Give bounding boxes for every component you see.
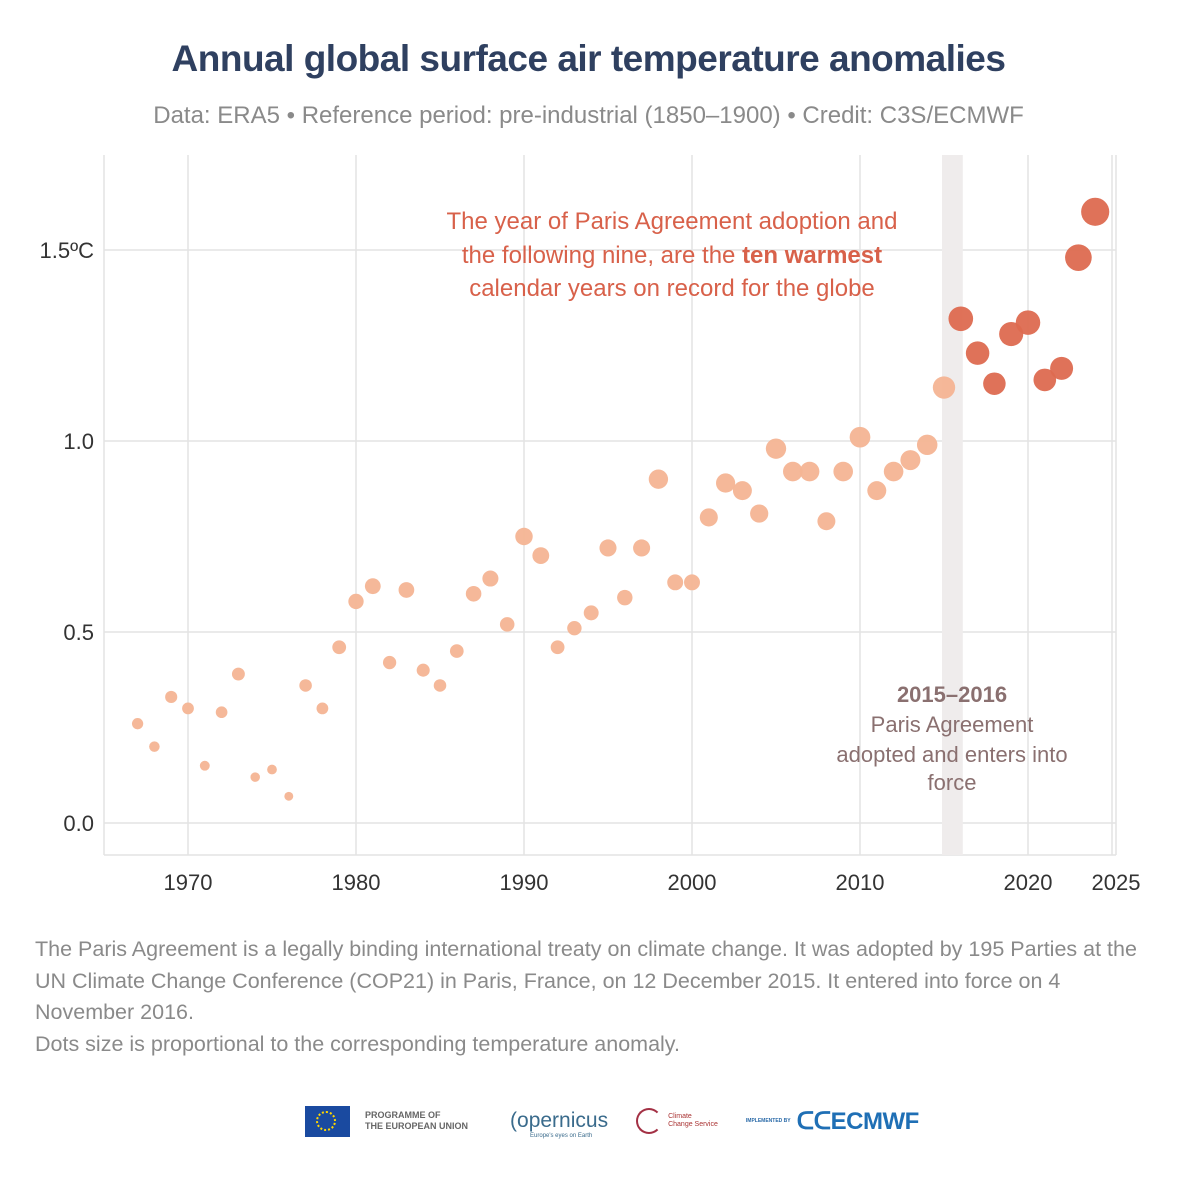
data-point-2014 xyxy=(916,434,938,456)
data-point-1974 xyxy=(250,772,260,782)
y-tick-label: 0.0 xyxy=(63,811,94,836)
x-tick-label: 1990 xyxy=(500,870,549,895)
data-point-1973 xyxy=(231,667,245,681)
data-point-2023 xyxy=(1065,244,1092,271)
data-point-1972 xyxy=(215,706,228,719)
data-point-1993 xyxy=(567,620,582,636)
data-point-1999 xyxy=(667,574,684,591)
data-point-1991 xyxy=(532,547,550,565)
data-point-1980 xyxy=(348,593,364,610)
data-points xyxy=(131,197,1110,801)
annotation-line-1: The year of Paris Agreement adoption and xyxy=(447,208,898,235)
data-point-2002 xyxy=(715,473,736,493)
copernicus-logo: (opernicus Europe's eyes on Earth xyxy=(510,1109,609,1139)
data-point-1983 xyxy=(398,582,415,598)
x-tick-label: 2000 xyxy=(668,870,717,895)
data-point-1977 xyxy=(299,679,312,692)
data-point-2017 xyxy=(965,341,990,365)
data-point-1979 xyxy=(332,640,347,655)
data-point-2001 xyxy=(699,508,718,527)
data-point-2004 xyxy=(750,504,769,523)
data-point-2003 xyxy=(732,481,752,501)
data-point-2013 xyxy=(900,450,921,471)
band-label-line-3: force xyxy=(928,770,977,795)
data-point-1985 xyxy=(433,679,447,692)
data-point-1978 xyxy=(316,702,329,715)
data-point-1994 xyxy=(583,605,599,621)
data-point-2007 xyxy=(799,461,820,482)
ecmwf-logo: ᑕᑕECMWF xyxy=(796,1107,920,1135)
data-point-2018 xyxy=(983,372,1006,395)
scatter-chart: 0.0 0.5 1.0 1.5ºC 1970 1980 1990 2000 2010 2020 20… xyxy=(39,155,1140,895)
footnote-dot-size: Dots size is proportional to the corresp… xyxy=(35,1031,680,1056)
data-point-1982 xyxy=(382,655,397,670)
annotation-line-2-text: the following nine, are the xyxy=(462,242,742,269)
annotation-line-2: the following nine, are the ten warmest xyxy=(462,242,882,269)
data-point-2005 xyxy=(765,438,787,459)
data-point-2020 xyxy=(1015,310,1041,335)
band-label-line-1: Paris Agreement xyxy=(871,712,1034,737)
data-point-1969 xyxy=(165,690,178,704)
axes: 0.0 0.5 1.0 1.5ºC 1970 1980 1990 2000 2010 2020 20… xyxy=(39,238,1140,895)
data-point-1984 xyxy=(416,663,430,677)
y-tick-label: 1.5ºC xyxy=(39,238,94,263)
footnote: The Paris Agreement is a legally binding… xyxy=(35,934,1145,1060)
data-point-1967 xyxy=(131,718,144,730)
data-point-1968 xyxy=(149,741,160,752)
x-tick-label: 2010 xyxy=(836,870,885,895)
data-point-2008 xyxy=(817,512,836,531)
eu-flag-logo xyxy=(305,1105,350,1137)
data-point-1988 xyxy=(482,570,499,587)
data-point-1981 xyxy=(364,578,381,595)
data-point-1970 xyxy=(182,702,194,715)
data-point-2015 xyxy=(932,376,956,399)
data-point-1990 xyxy=(515,527,533,546)
data-point-1997 xyxy=(633,539,651,557)
data-point-2021 xyxy=(1033,368,1057,392)
annotation-line-3: calendar years on record for the globe xyxy=(469,275,875,302)
data-point-2011 xyxy=(867,481,887,501)
logo-bar: PROGRAMME OF THE EUROPEAN UNION (opernicu… xyxy=(305,1104,920,1139)
chart-title: Annual global surface air temperature an… xyxy=(171,38,1006,79)
data-point-1996 xyxy=(617,589,633,606)
band-label-line-2: adopted and enters into xyxy=(836,742,1067,767)
data-point-1987 xyxy=(465,586,482,602)
x-tick-label: 1980 xyxy=(332,870,381,895)
y-tick-label: 1.0 xyxy=(63,429,94,454)
c3s-logo: Climate Change Service xyxy=(636,1108,718,1134)
data-point-2000 xyxy=(684,574,700,591)
data-point-1976 xyxy=(284,791,294,801)
eu-programme-logo-text: PROGRAMME OF THE EUROPEAN UNION xyxy=(365,1110,469,1131)
x-tick-label: 2025 xyxy=(1092,870,1141,895)
data-point-2006 xyxy=(783,461,803,482)
data-point-2024 xyxy=(1081,197,1110,226)
data-point-2009 xyxy=(833,461,853,482)
data-point-1989 xyxy=(499,617,515,632)
data-point-2010 xyxy=(849,426,871,448)
data-point-1995 xyxy=(599,539,617,557)
data-point-1998 xyxy=(648,469,669,489)
data-point-1971 xyxy=(199,760,210,771)
data-point-1986 xyxy=(449,644,464,658)
band-label-years: 2015–2016 xyxy=(897,682,1007,707)
data-point-2016 xyxy=(948,306,974,332)
y-tick-label: 0.5 xyxy=(63,620,94,645)
data-point-2012 xyxy=(883,461,904,482)
data-point-2022 xyxy=(1050,356,1074,380)
implemented-by-text: IMPLEMENTED BY xyxy=(745,1118,791,1124)
grid xyxy=(103,155,1117,856)
data-point-1992 xyxy=(550,640,565,655)
chart-subtitle: Data: ERA5 • Reference period: pre-indus… xyxy=(153,102,1024,129)
x-tick-label: 2020 xyxy=(1004,870,1053,895)
footnote-paris: The Paris Agreement is a legally binding… xyxy=(35,937,1137,1024)
data-point-1975 xyxy=(267,764,277,775)
x-tick-label: 1970 xyxy=(164,870,213,895)
annotation-bold: ten warmest xyxy=(742,242,882,269)
